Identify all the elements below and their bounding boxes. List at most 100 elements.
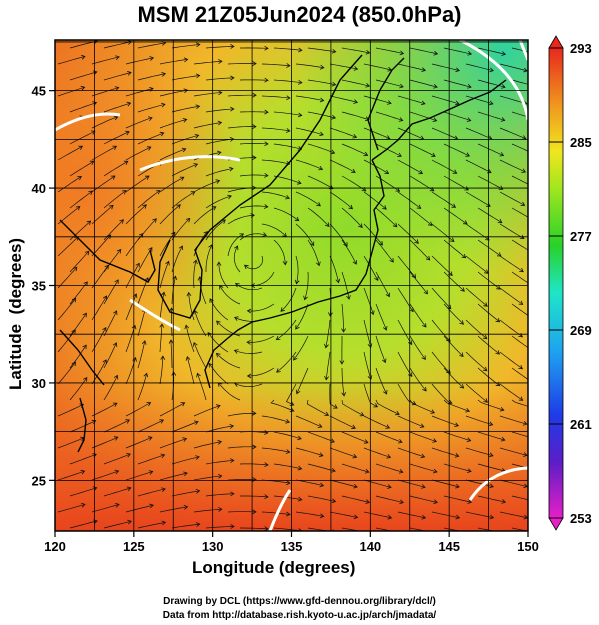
streamline [499, 351, 523, 370]
streamline [477, 47, 506, 55]
streamline-arrowhead [193, 163, 199, 168]
streamline-arrowhead [324, 222, 330, 227]
streamline [91, 145, 117, 161]
streamline-arrowhead [452, 169, 458, 174]
streamline [103, 160, 128, 177]
streamline-arrowhead [252, 509, 257, 515]
streamline [159, 402, 185, 417]
streamline [477, 495, 506, 503]
streamline [218, 382, 241, 401]
streamline-arrowhead [387, 514, 393, 520]
coastlines [59, 54, 507, 453]
streamline-arrowhead [531, 284, 535, 288]
streamline-arrowhead [310, 241, 315, 247]
streamline-arrowhead [193, 420, 199, 425]
streamline-arrowhead [195, 104, 201, 110]
streamline-arrowhead [399, 50, 405, 56]
streamline-arrowhead [339, 360, 345, 365]
streamline-arrowhead [319, 64, 325, 70]
streamline-arrowhead [161, 72, 167, 77]
streamline [171, 191, 195, 209]
streamline-arrowhead [229, 424, 235, 429]
streamline-arrowhead [230, 44, 235, 49]
streamline [103, 190, 127, 209]
streamline-arrowhead [179, 176, 185, 181]
streamline [239, 143, 269, 145]
streamline [397, 479, 426, 488]
streamline-arrowhead [327, 312, 333, 317]
streamline [137, 247, 153, 273]
streamline-arrowhead [125, 130, 130, 136]
streamline-arrowhead [207, 331, 212, 337]
streamline-arrowhead [382, 205, 387, 210]
streamline [57, 145, 83, 161]
streamline [69, 345, 87, 369]
streamline-arrowhead [294, 279, 300, 285]
streamline [171, 75, 200, 81]
streamline-arrowhead [433, 84, 438, 89]
streamline [205, 46, 234, 49]
streamline-arrowhead [485, 236, 490, 241]
streamline [431, 447, 459, 457]
streamline [57, 361, 76, 385]
streamline-arrowhead [536, 531, 540, 535]
streamline [137, 488, 166, 497]
streamline-arrowhead [146, 146, 152, 151]
streamline [233, 245, 241, 273]
streamline [239, 205, 268, 209]
streamline-arrowhead [489, 67, 494, 73]
streamline-arrowhead [522, 421, 528, 426]
streamline-arrowhead [142, 204, 147, 209]
streamline [477, 111, 505, 121]
streamline-arrowhead [298, 47, 303, 53]
streamline-arrowhead [423, 289, 428, 295]
streamline [137, 190, 161, 209]
streamline [443, 399, 470, 412]
streamline [159, 356, 164, 385]
streamline-arrowhead [483, 398, 489, 403]
streamline [261, 415, 290, 423]
map-title: MSM 21Z05Jun2024 (850.0hPa) [137, 2, 462, 27]
x-tick-label: 130 [202, 539, 224, 554]
streamline-arrowhead [319, 513, 325, 519]
streamline [443, 431, 471, 442]
streamline [57, 503, 85, 513]
streamline-arrowhead [433, 499, 438, 505]
streamline-arrowhead [217, 473, 223, 479]
streamline [341, 207, 363, 228]
streamline-arrowhead [113, 115, 119, 121]
streamline-arrowhead [230, 75, 235, 81]
streamline [103, 453, 131, 465]
streamline [307, 431, 335, 443]
y-tick-label: 30 [32, 376, 46, 391]
streamline-arrowhead [125, 419, 130, 424]
streamline-arrowhead [252, 444, 257, 450]
streamline-arrowhead [496, 252, 502, 257]
streamline [171, 44, 200, 49]
streamline-arrowhead [264, 526, 269, 531]
streamline-arrowhead [116, 248, 122, 254]
streamline [397, 287, 414, 312]
streamline [443, 143, 470, 157]
streamline-arrowhead [431, 152, 436, 157]
streamline-arrowhead [420, 453, 426, 459]
streamline-arrowhead [233, 349, 239, 354]
streamline [363, 351, 372, 380]
streamline-arrowhead [80, 85, 86, 91]
streamline-arrowhead [464, 186, 469, 191]
streamline [205, 195, 232, 209]
streamline-arrowhead [252, 477, 257, 482]
streamline-arrowhead [75, 206, 81, 211]
streamline-arrowhead [535, 52, 539, 56]
streamline-arrowhead [218, 59, 223, 64]
streamline [91, 436, 118, 449]
streamline-arrowhead [285, 419, 290, 424]
streamline-arrowhead [262, 232, 268, 237]
streamline [273, 495, 302, 501]
streamline-arrowhead [71, 361, 76, 367]
streamline-arrowhead [282, 260, 288, 266]
streamline-arrowhead [263, 204, 269, 209]
streamline-arrowhead [461, 253, 467, 259]
streamline-arrowhead [190, 191, 196, 196]
streamline [137, 521, 166, 529]
